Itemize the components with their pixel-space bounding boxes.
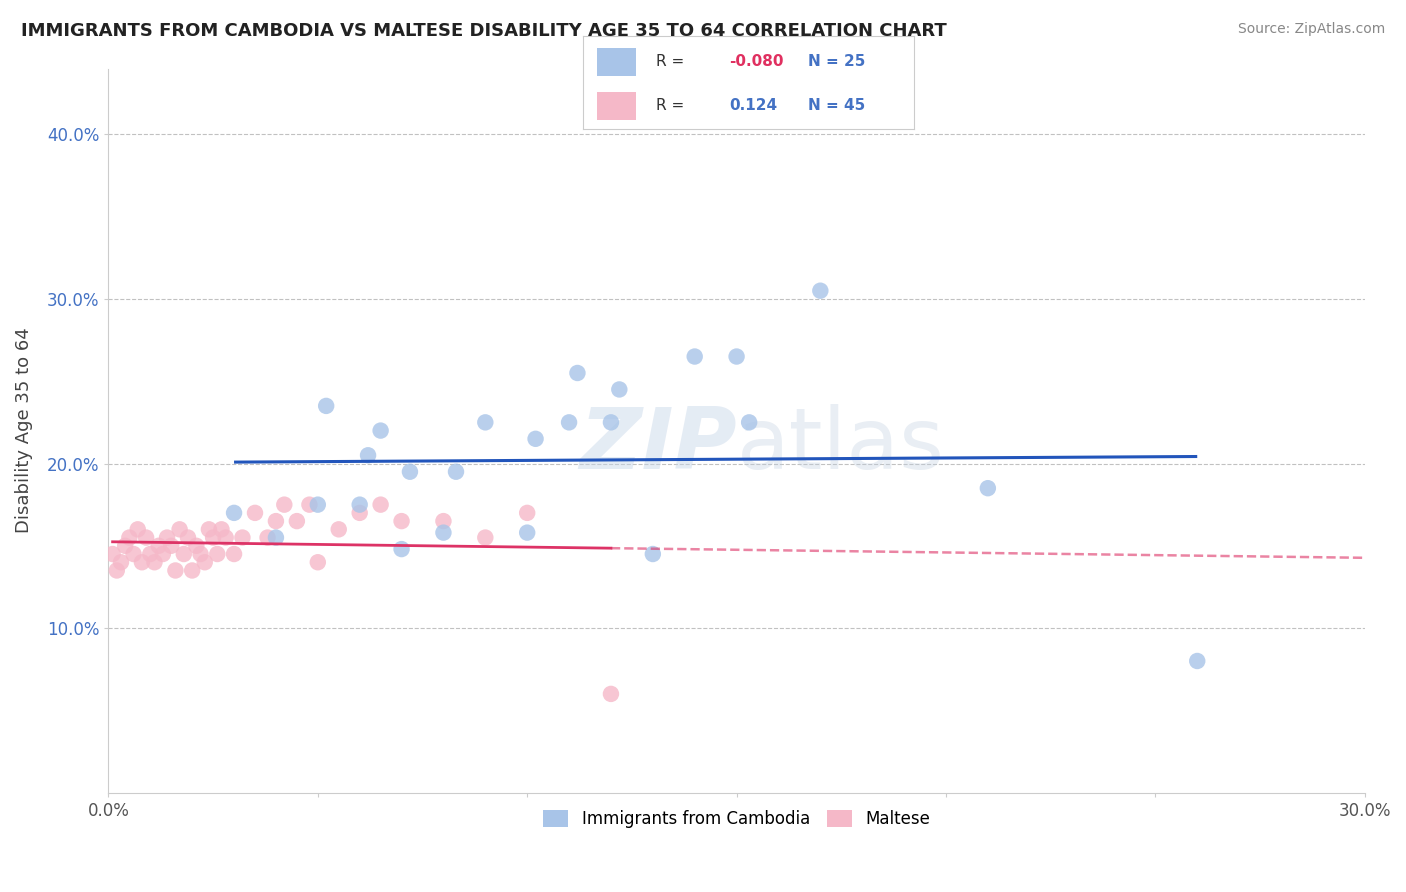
Point bbox=[567, 366, 589, 380]
Point bbox=[160, 539, 183, 553]
Point bbox=[143, 555, 166, 569]
Point bbox=[307, 555, 329, 569]
Point bbox=[370, 424, 392, 438]
Point bbox=[101, 547, 124, 561]
Point bbox=[1187, 654, 1209, 668]
FancyBboxPatch shape bbox=[596, 48, 637, 76]
Point bbox=[156, 531, 179, 545]
Text: -0.080: -0.080 bbox=[728, 54, 783, 70]
FancyBboxPatch shape bbox=[596, 92, 637, 120]
Legend: Immigrants from Cambodia, Maltese: Immigrants from Cambodia, Maltese bbox=[537, 804, 936, 835]
Point bbox=[432, 525, 454, 540]
Point bbox=[177, 531, 200, 545]
Point bbox=[181, 564, 204, 578]
Point bbox=[444, 465, 467, 479]
Point bbox=[222, 506, 245, 520]
Point bbox=[516, 506, 538, 520]
Point bbox=[273, 498, 295, 512]
Point bbox=[169, 522, 191, 536]
Point bbox=[357, 448, 380, 462]
Text: R =: R = bbox=[657, 98, 689, 113]
Point bbox=[118, 531, 141, 545]
Point bbox=[399, 465, 422, 479]
Point bbox=[285, 514, 308, 528]
Point bbox=[683, 350, 706, 364]
Point bbox=[231, 531, 253, 545]
Point bbox=[186, 539, 208, 553]
Point bbox=[370, 498, 392, 512]
Point bbox=[474, 531, 496, 545]
Point bbox=[607, 383, 630, 397]
Point bbox=[148, 539, 170, 553]
Point bbox=[808, 284, 831, 298]
Point bbox=[641, 547, 664, 561]
Point bbox=[105, 564, 128, 578]
Point bbox=[474, 415, 496, 429]
Point bbox=[198, 522, 221, 536]
Point bbox=[298, 498, 321, 512]
Text: IMMIGRANTS FROM CAMBODIA VS MALTESE DISABILITY AGE 35 TO 64 CORRELATION CHART: IMMIGRANTS FROM CAMBODIA VS MALTESE DISA… bbox=[21, 22, 946, 40]
Point bbox=[307, 498, 329, 512]
Point bbox=[315, 399, 337, 413]
Text: N = 25: N = 25 bbox=[808, 54, 866, 70]
Text: 0.124: 0.124 bbox=[728, 98, 778, 113]
Point bbox=[391, 514, 413, 528]
Point bbox=[432, 514, 454, 528]
Point bbox=[165, 564, 187, 578]
Point bbox=[127, 522, 149, 536]
Point bbox=[131, 555, 153, 569]
Point bbox=[600, 415, 623, 429]
Y-axis label: Disability Age 35 to 64: Disability Age 35 to 64 bbox=[15, 327, 32, 533]
Text: ZIP: ZIP bbox=[579, 403, 737, 486]
Point bbox=[264, 514, 287, 528]
Point bbox=[558, 415, 581, 429]
Text: N = 45: N = 45 bbox=[808, 98, 866, 113]
Point bbox=[202, 531, 225, 545]
Point bbox=[977, 481, 1000, 495]
Text: Source: ZipAtlas.com: Source: ZipAtlas.com bbox=[1237, 22, 1385, 37]
Point bbox=[256, 531, 278, 545]
Point bbox=[207, 547, 229, 561]
Point bbox=[738, 415, 761, 429]
Point bbox=[349, 506, 371, 520]
Point bbox=[264, 531, 287, 545]
Point bbox=[135, 531, 157, 545]
Point bbox=[139, 547, 162, 561]
Point bbox=[600, 687, 623, 701]
Point bbox=[190, 547, 212, 561]
Point bbox=[194, 555, 217, 569]
Point bbox=[391, 542, 413, 557]
Text: R =: R = bbox=[657, 54, 689, 70]
Point bbox=[114, 539, 136, 553]
Point bbox=[173, 547, 195, 561]
Point bbox=[516, 525, 538, 540]
Point bbox=[328, 522, 350, 536]
Point bbox=[211, 522, 233, 536]
Point bbox=[349, 498, 371, 512]
Point bbox=[215, 531, 238, 545]
Point bbox=[725, 350, 748, 364]
Point bbox=[110, 555, 132, 569]
Point bbox=[243, 506, 266, 520]
Point bbox=[122, 547, 145, 561]
Point bbox=[524, 432, 547, 446]
Text: atlas: atlas bbox=[737, 403, 945, 486]
Point bbox=[222, 547, 245, 561]
Point bbox=[152, 547, 174, 561]
